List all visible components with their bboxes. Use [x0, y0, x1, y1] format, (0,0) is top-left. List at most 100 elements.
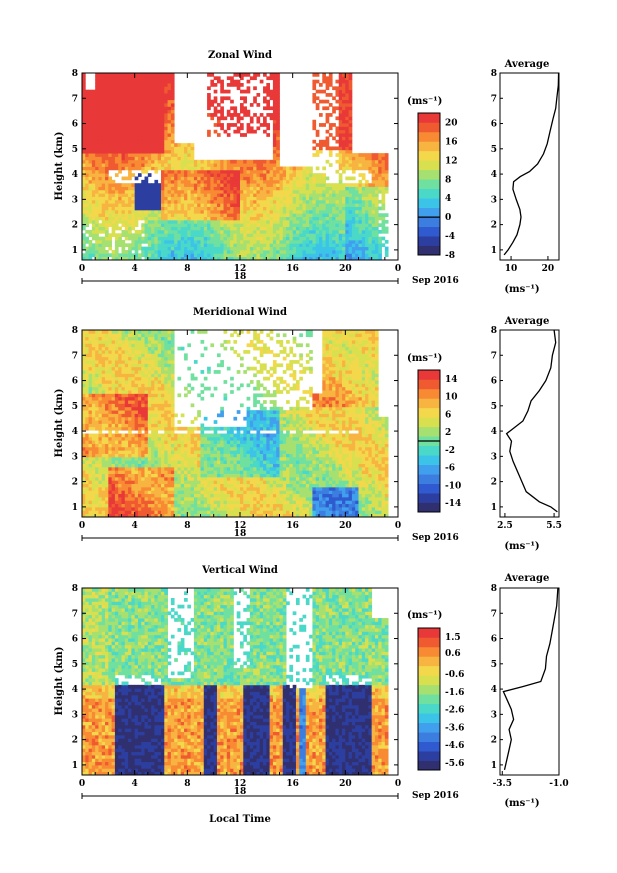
heatmap-cell — [118, 350, 122, 354]
heatmap-cell — [128, 393, 132, 398]
heatmap-cell — [246, 243, 251, 248]
heatmap-cell — [147, 219, 152, 224]
heatmap-cell — [299, 249, 303, 254]
heatmap-cell — [108, 340, 113, 344]
heatmap-cell — [226, 176, 231, 181]
heatmap-cell — [121, 416, 126, 421]
heatmap-cell — [243, 73, 247, 77]
heatmap-cell — [342, 136, 346, 141]
heatmap-cell — [95, 333, 99, 338]
heatmap-cell — [144, 460, 149, 464]
heatmap-cell — [118, 256, 122, 260]
heatmap-cell — [170, 96, 175, 101]
heatmap-cell — [253, 253, 257, 258]
heatmap-cell — [302, 193, 307, 197]
heatmap-cell — [105, 163, 109, 167]
heatmap-cell — [88, 246, 93, 251]
heatmap-cell — [101, 453, 106, 458]
heatmap-cell — [286, 196, 290, 201]
heatmap-cell — [98, 460, 103, 464]
heatmap-cell — [322, 186, 326, 191]
heatmap-cell — [134, 486, 139, 491]
heatmap-cell — [118, 96, 122, 101]
heatmap-cell — [111, 149, 116, 154]
heatmap-cell — [190, 226, 195, 231]
heatmap-cell — [253, 216, 257, 221]
heatmap-cell — [292, 189, 297, 194]
heatmap-cell — [121, 420, 126, 424]
heatmap-cell — [374, 156, 379, 161]
heatmap-cell — [131, 403, 136, 408]
heatmap-cell — [144, 436, 149, 441]
heatmap-cell — [295, 213, 300, 217]
heatmap-cell — [108, 73, 113, 77]
heatmap-cell — [101, 433, 106, 438]
heatmap-cell — [151, 116, 155, 121]
zonal-colorbar-unit: (ms⁻¹) — [407, 96, 442, 107]
heatmap-cell — [292, 203, 297, 207]
heatmap-cell — [223, 186, 228, 191]
heatmap-cell — [101, 370, 106, 374]
heatmap-cell — [141, 119, 145, 124]
heatmap-cell — [272, 116, 277, 121]
heatmap-cell — [98, 363, 103, 368]
heatmap-cell — [105, 453, 109, 458]
heatmap-cell — [167, 123, 172, 127]
heatmap-cell — [348, 83, 353, 87]
heatmap-cell — [289, 189, 294, 194]
heatmap-cell — [342, 79, 346, 84]
heatmap-cell — [91, 433, 96, 438]
heatmap-cell — [124, 450, 129, 454]
heatmap-cell — [345, 99, 350, 104]
heatmap-cell — [134, 340, 139, 344]
heatmap-cell — [128, 330, 132, 334]
heatmap-cell — [101, 113, 106, 117]
heatmap-cell — [137, 79, 142, 84]
heatmap-cell — [226, 83, 231, 87]
heatmap-cell — [223, 239, 228, 244]
heatmap-cell — [131, 460, 136, 464]
heatmap-cell — [118, 413, 122, 418]
heatmap-cell — [302, 229, 307, 234]
heatmap-cell — [131, 199, 136, 204]
heatmap-cell — [197, 199, 201, 204]
heatmap-cell — [101, 86, 106, 91]
heatmap-cell — [101, 376, 106, 381]
heatmap-cell — [345, 219, 350, 224]
heatmap-cell — [207, 159, 211, 164]
heatmap-cell — [378, 213, 382, 217]
heatmap-cell — [131, 333, 136, 338]
heatmap-cell — [381, 186, 386, 191]
heatmap-cell — [374, 249, 379, 254]
heatmap-cell — [223, 179, 228, 184]
heatmap-cell — [118, 513, 122, 517]
heatmap-cell — [82, 183, 86, 187]
heatmap-cell — [177, 226, 182, 231]
heatmap-cell — [141, 363, 145, 368]
heatmap-cell — [249, 163, 254, 167]
heatmap-cell — [322, 123, 326, 127]
heatmap-cell — [355, 213, 359, 217]
heatmap-cell — [203, 209, 208, 214]
heatmap-cell — [134, 346, 139, 351]
heatmap-cell — [309, 239, 313, 244]
heatmap-cell — [124, 350, 129, 354]
heatmap-cell — [213, 173, 218, 177]
heatmap-cell — [91, 446, 96, 451]
heatmap-cell — [269, 226, 274, 231]
heatmap-cell — [279, 173, 284, 177]
heatmap-cell — [348, 199, 353, 204]
heatmap-cell — [170, 159, 175, 164]
heatmap-cell — [98, 493, 103, 498]
heatmap-cell — [213, 169, 218, 174]
heatmap-cell — [108, 126, 113, 131]
heatmap-cell — [312, 196, 317, 201]
heatmap-cell — [105, 193, 109, 197]
heatmap-cell — [381, 219, 386, 224]
heatmap-cell — [345, 229, 350, 234]
heatmap-cell — [276, 106, 280, 111]
heatmap-cell — [82, 143, 86, 147]
heatmap-cell — [91, 183, 96, 187]
heatmap-cell — [137, 136, 142, 141]
heatmap-cell — [98, 226, 103, 231]
